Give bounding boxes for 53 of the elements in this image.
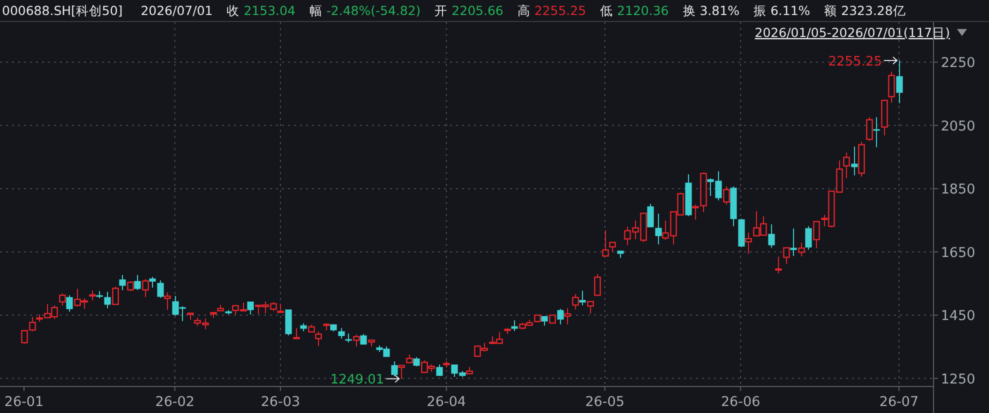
candlestick [851,146,858,176]
candlestick [745,232,752,254]
x-tick-label: 26-05 [585,394,624,410]
text: 额 2323.28亿 [824,3,906,18]
y-tick-label: 2250 [940,55,976,72]
annotation: 1249.01 [330,372,384,388]
candlestick [873,116,880,148]
x-tick-label: 26-04 [426,394,466,410]
text: 振 6.11% [753,3,810,18]
x-tick-label: 26-02 [155,394,194,410]
candlestick [66,294,73,312]
candlestick [647,203,654,228]
text: 开 2205.66 [434,3,504,18]
candlestick [579,290,586,306]
chart-title: 000688.SH[科创50] [2,3,123,18]
text: 2026/07/01 [140,3,213,18]
x-tick-label: 26-06 [720,394,760,410]
candlestick [511,320,518,332]
y-tick-label: 1450 [940,308,976,324]
annotation: 2026/01/05-2026/07/01(117日) [754,25,950,40]
text: 高 2255.25 [517,3,586,18]
candlestick [541,316,548,326]
candlestick [790,228,797,257]
x-tick-label: 26-01 [4,394,44,410]
candlestick [564,308,571,325]
candlestick [104,291,111,309]
candlestick [157,280,164,298]
text: 收 2153.04 [226,3,296,18]
candlestick [247,301,254,316]
y-tick-label: 1650 [940,244,976,261]
x-tick-label: 26-03 [260,394,300,410]
candlestick [843,152,850,179]
candlestick [768,224,775,248]
y-tick-label: 1250 [940,371,976,388]
y-tick-label: 1850 [940,182,976,198]
candlestick [391,360,398,377]
candlestick [557,308,564,325]
candlestick [338,328,345,340]
text: 幅 -2.48%(-54.82) [309,3,421,18]
y-tick-label: 2050 [940,118,976,134]
candlestick [149,276,156,288]
text: 低 2120.36 [600,3,669,18]
candlestick [896,60,903,104]
candlestick [436,364,443,376]
candlestick [805,226,812,250]
candlestick [413,356,420,367]
annotation: 2255.25 [828,54,882,70]
candlestick [655,213,662,245]
candlestick [888,71,895,104]
candlestick [134,274,141,291]
x-tick-label: 26-07 [879,394,919,410]
candlestick [119,274,126,291]
text: 换 3.81% [682,3,740,18]
